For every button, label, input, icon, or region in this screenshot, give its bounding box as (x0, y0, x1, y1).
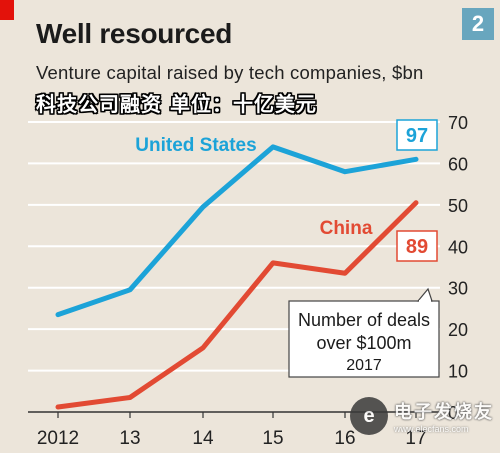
watermark-logo-icon: e (350, 397, 388, 435)
y-tick-label: 10 (448, 362, 468, 382)
annotation-box (288, 300, 440, 378)
x-tick-label: 15 (262, 428, 283, 449)
accent-tag (0, 0, 14, 20)
annotation-line-2: over $100m (316, 333, 411, 353)
watermark-main-text: 电子发烧友 (394, 402, 494, 422)
y-axis-ticks: 0 10 20 30 40 50 60 70 (448, 113, 468, 423)
us-series-label: United States (135, 135, 256, 156)
annotation-pointer (416, 287, 433, 302)
chart-number-badge: 2 (462, 8, 494, 40)
y-tick-label: 40 (448, 237, 468, 257)
chinese-caption: 科技公司融资 单位：十亿美元 (36, 92, 317, 116)
annotation-line-1: Number of deals (298, 310, 430, 330)
us-deals-box (396, 119, 438, 151)
series-lines (55, 144, 419, 410)
watermark: e 电子发烧友 www.elecfans.com (350, 397, 494, 435)
chart-title: Well resourced (36, 18, 233, 49)
annotation-line-3: 2017 (346, 357, 382, 374)
y-tick-label: 30 (448, 279, 468, 299)
x-tick-label: 2012 (37, 428, 79, 449)
china-line (55, 200, 419, 410)
x-tick-label: 16 (334, 428, 355, 449)
china-series-label: China (320, 218, 373, 239)
annotation-layer: 97 89 Number of deals over $100m 2017 (288, 119, 440, 378)
x-tick-label: 13 (119, 428, 140, 449)
us-deals-value: 97 (406, 125, 428, 147)
x-tick-label: 17 (405, 428, 426, 449)
china-deals-value: 89 (406, 236, 428, 258)
china-deals-box (396, 230, 438, 262)
y-tick-label: 20 (448, 320, 468, 340)
chart-subtitle: Venture capital raised by tech companies… (36, 62, 424, 83)
y-tick-label: 60 (448, 154, 468, 174)
y-tick-label: 70 (448, 113, 468, 133)
watermark-sub-text: www.elecfans.com (394, 424, 469, 434)
y-tick-label: 50 (448, 196, 468, 216)
x-axis-ticks: 2012 13 14 15 16 17 (37, 412, 427, 449)
series-labels: United States China (135, 135, 373, 239)
x-tick-label: 14 (192, 428, 214, 449)
us-line (55, 144, 419, 318)
y-tick-label: 0 (448, 403, 458, 423)
